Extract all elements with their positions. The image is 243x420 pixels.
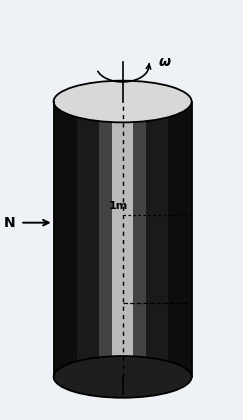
Ellipse shape [53, 356, 192, 398]
Bar [112, 102, 133, 377]
Text: 1m: 1m [108, 201, 128, 211]
Text: ω: ω [158, 55, 170, 69]
Bar [168, 102, 192, 377]
Bar [53, 102, 77, 377]
Bar [53, 102, 192, 377]
Text: N: N [4, 216, 16, 230]
Bar [99, 102, 146, 377]
Ellipse shape [53, 81, 192, 122]
